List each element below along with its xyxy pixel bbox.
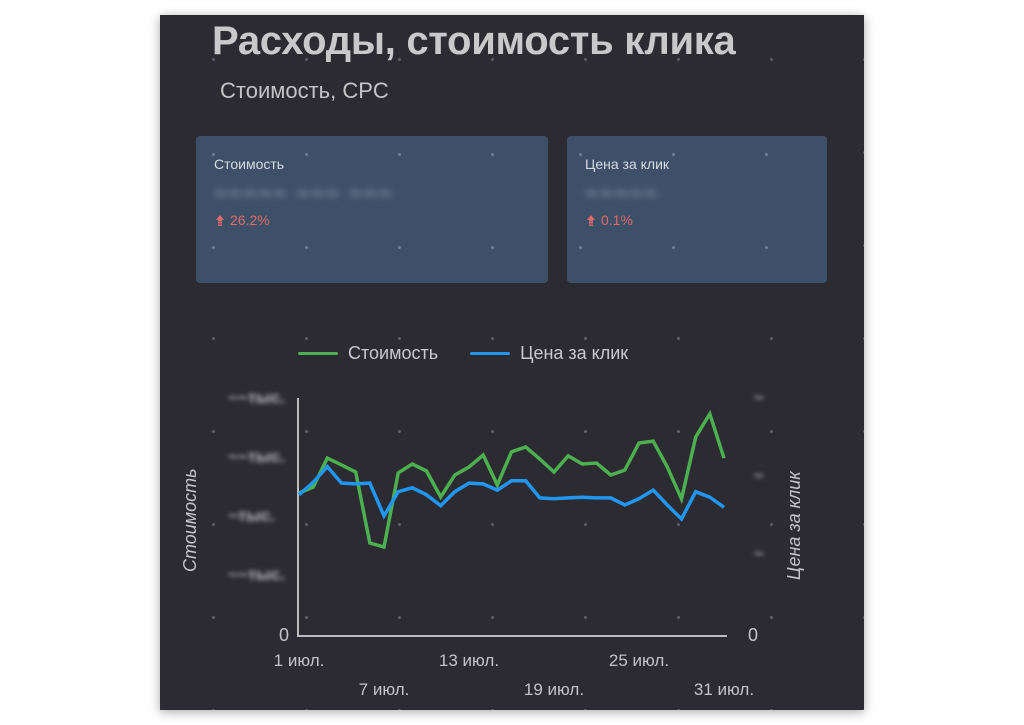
legend-label: Цена за клик xyxy=(520,343,629,363)
page-subtitle: Стоимость, CPC xyxy=(220,78,389,103)
y-tick-right-redacted: ~ xyxy=(754,388,764,407)
x-tick-label: 1 июл. xyxy=(273,651,325,670)
kpi-label: Стоимость xyxy=(214,156,285,172)
y-tick-right-redacted: ~ xyxy=(754,466,764,485)
legend-label: Стоимость xyxy=(348,343,439,363)
y-tick-right-redacted: ~ xyxy=(754,544,764,563)
kpi-label: Цена за клик xyxy=(585,156,670,172)
legend-swatch-green xyxy=(298,352,338,355)
arrow-up-icon xyxy=(587,214,595,226)
arrow-up-icon xyxy=(216,214,224,226)
x-tick-label: 25 июл. xyxy=(608,651,670,670)
kpi-delta-value: 26.2% xyxy=(230,212,270,228)
series-line-cpc xyxy=(297,464,726,522)
x-tick-label: 7 июл. xyxy=(358,680,410,699)
dashboard-panel: Расходы, стоимость клика Стоимость, CPC … xyxy=(160,15,864,710)
kpi-value-redacted: ~~~~~ ~~~ ~~~ xyxy=(214,181,394,206)
legend-item-cpc[interactable]: Цена за клик xyxy=(470,343,628,364)
x-tick-label: 19 июл. xyxy=(523,680,585,699)
kpi-card-cost: Стоимость ~~~~~ ~~~ ~~~ 26.2% xyxy=(196,136,548,283)
y-tick-left-zero: 0 xyxy=(279,625,290,645)
y-tick-left-redacted: ~~тыс. xyxy=(228,447,285,466)
y-tick-left-redacted: ~тыс. xyxy=(228,506,275,525)
chart-legend: Стоимость Цена за клик xyxy=(298,343,628,364)
x-tick-label: 31 июл. xyxy=(693,680,755,699)
kpi-delta-value: 0.1% xyxy=(601,212,633,228)
page-title: Расходы, стоимость клика xyxy=(212,19,736,63)
legend-swatch-blue xyxy=(470,352,511,355)
y-tick-left-redacted: ~~тыс. xyxy=(228,388,285,407)
line-chart xyxy=(297,398,727,637)
series-line-cost xyxy=(298,409,726,550)
kpi-card-cpc: Цена за клик ~~~~~ 0.1% xyxy=(567,136,827,283)
y-tick-left-redacted: ~~тыс. xyxy=(228,565,285,584)
legend-item-cost[interactable]: Стоимость xyxy=(298,343,438,364)
y-tick-right-zero: 0 xyxy=(748,625,759,645)
x-tick-label: 13 июл. xyxy=(438,651,500,670)
kpi-delta: 26.2% xyxy=(216,212,270,228)
kpi-value-redacted: ~~~~~ xyxy=(585,181,660,206)
kpi-delta: 0.1% xyxy=(587,212,633,228)
